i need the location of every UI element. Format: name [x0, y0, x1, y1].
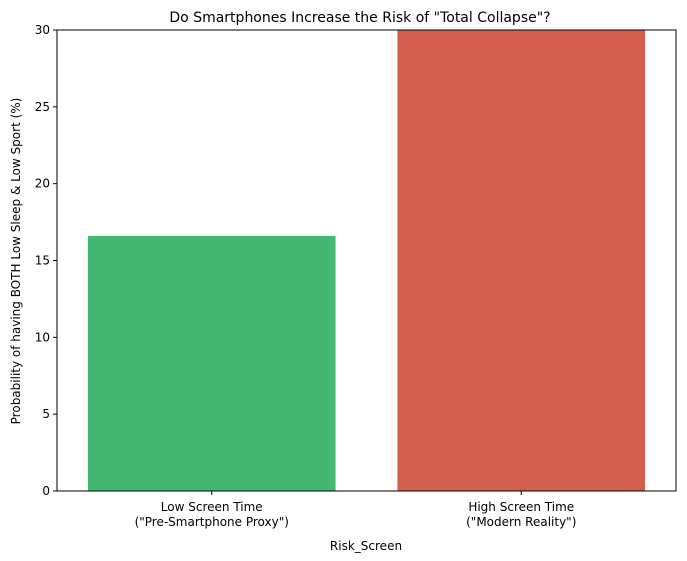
y-tick-label-6: 30	[35, 23, 50, 37]
plot-frame	[56, 29, 677, 492]
x-axis: Low Screen Time ("Pre-Smartphone Proxy") H…	[135, 491, 576, 529]
x-tick-label-1: High Screen Time ("Modern Reality")	[466, 500, 576, 529]
y-tick-label-3: 15	[35, 254, 50, 268]
bars-layer	[87, 30, 646, 491]
x-axis-label: Risk_Screen	[330, 539, 402, 553]
y-axis-label: Probability of having BOTH Low Sleep & L…	[9, 98, 23, 425]
y-tick-label-2: 10	[35, 330, 50, 344]
bar-1	[397, 30, 646, 491]
y-tick-label-1: 5	[42, 407, 50, 421]
y-tick-label-4: 20	[35, 177, 50, 191]
chart-title: Do Smartphones Increase the Risk of "Tot…	[169, 10, 550, 26]
y-tick-label-0: 0	[42, 484, 50, 498]
y-axis: 0 5 10 15 20 25 30	[35, 23, 57, 498]
x-tick-label-0: Low Screen Time ("Pre-Smartphone Proxy")	[135, 500, 289, 529]
bar-0	[87, 235, 336, 491]
y-tick-label-5: 25	[35, 100, 50, 114]
